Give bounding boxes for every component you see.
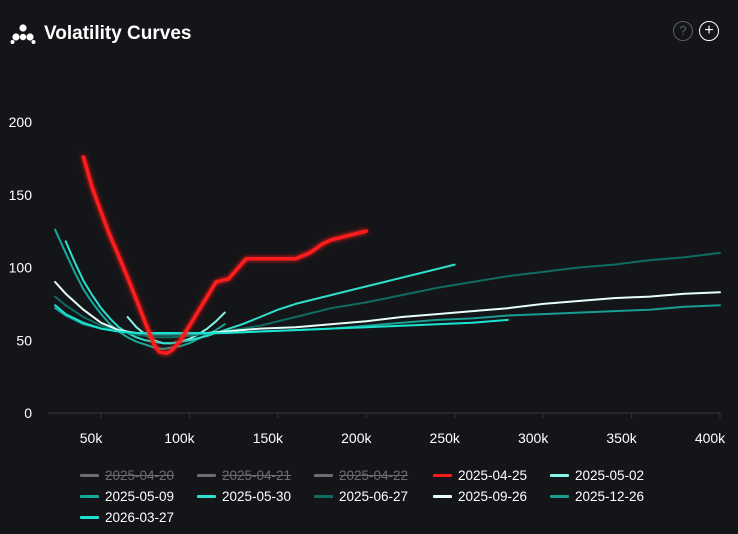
legend-label: 2025-05-30 (222, 489, 292, 504)
legend-item-2025-05-02[interactable]: 2025-05-02 (550, 468, 644, 483)
legend-swatch (80, 474, 99, 477)
legend-label: 2025-05-09 (105, 489, 175, 504)
legend-swatch (197, 474, 216, 477)
legend-swatch (80, 516, 99, 519)
legend-item-2025-04-22[interactable]: 2025-04-22 (314, 468, 408, 483)
plus-circle-icon[interactable]: + (699, 21, 719, 41)
x-tick-label: 150k (253, 430, 284, 446)
legend-item-2025-04-20[interactable]: 2025-04-20 (80, 468, 174, 483)
y-tick-label: 50 (16, 332, 32, 348)
legend-label: 2025-04-25 (458, 468, 528, 483)
series-line-2026-03-27[interactable] (54, 304, 509, 334)
legend-swatch (433, 495, 452, 498)
y-tick-label: 0 (24, 405, 32, 421)
y-tick-label: 150 (9, 187, 33, 203)
chart-header: Volatility Curves (10, 20, 191, 48)
legend-item-2025-12-26[interactable]: 2025-12-26 (550, 489, 644, 504)
series-line-2025-09-26[interactable] (54, 281, 721, 336)
series-line-2025-04-25[interactable] (81, 155, 369, 356)
legend-label: 2025-04-21 (222, 468, 292, 483)
x-tick-label: 200k (341, 430, 372, 446)
legend-swatch (433, 474, 452, 477)
legend-label: 2025-05-02 (575, 468, 645, 483)
y-tick-label: 100 (9, 260, 33, 276)
x-tick-label: 350k (606, 430, 637, 446)
legend-item-2025-05-09[interactable]: 2025-05-09 (80, 489, 174, 504)
series-line-2025-05-30[interactable] (64, 240, 456, 345)
legend-label: 2025-04-20 (105, 468, 175, 483)
series-line-2025-05-09[interactable] (54, 228, 226, 350)
legend-swatch (550, 495, 569, 498)
cluster-logo-icon (10, 24, 36, 44)
y-tick-label: 200 (9, 114, 33, 130)
legend-item-2025-04-21[interactable]: 2025-04-21 (197, 468, 291, 483)
legend-swatch (314, 474, 333, 477)
legend-label: 2025-12-26 (575, 489, 645, 504)
x-tick-label: 50k (80, 430, 104, 446)
legend-label: 2025-06-27 (339, 489, 409, 504)
legend-item-2025-04-25[interactable]: 2025-04-25 (433, 468, 527, 483)
legend-swatch (550, 474, 569, 477)
legend-label: 2026-03-27 (105, 510, 175, 525)
legend-swatch (314, 495, 333, 498)
legend-swatch (197, 495, 216, 498)
legend-item-2025-05-30[interactable]: 2025-05-30 (197, 489, 291, 504)
x-tick-label: 300k (518, 430, 549, 446)
question-circle-icon[interactable]: ? (673, 21, 693, 41)
legend-item-2025-06-27[interactable]: 2025-06-27 (314, 489, 408, 504)
legend-item-2025-09-26[interactable]: 2025-09-26 (433, 489, 527, 504)
legend-label: 2025-04-22 (339, 468, 409, 483)
legend-swatch (80, 495, 99, 498)
legend-label: 2025-09-26 (458, 489, 528, 504)
series-line-2025-12-26[interactable] (54, 304, 721, 336)
legend-item-2026-03-27[interactable]: 2026-03-27 (80, 510, 174, 525)
x-tick-label: 100k (164, 430, 195, 446)
chart-title: Volatility Curves (44, 23, 192, 44)
x-tick-label: 400k (695, 430, 726, 446)
x-tick-label: 250k (430, 430, 461, 446)
